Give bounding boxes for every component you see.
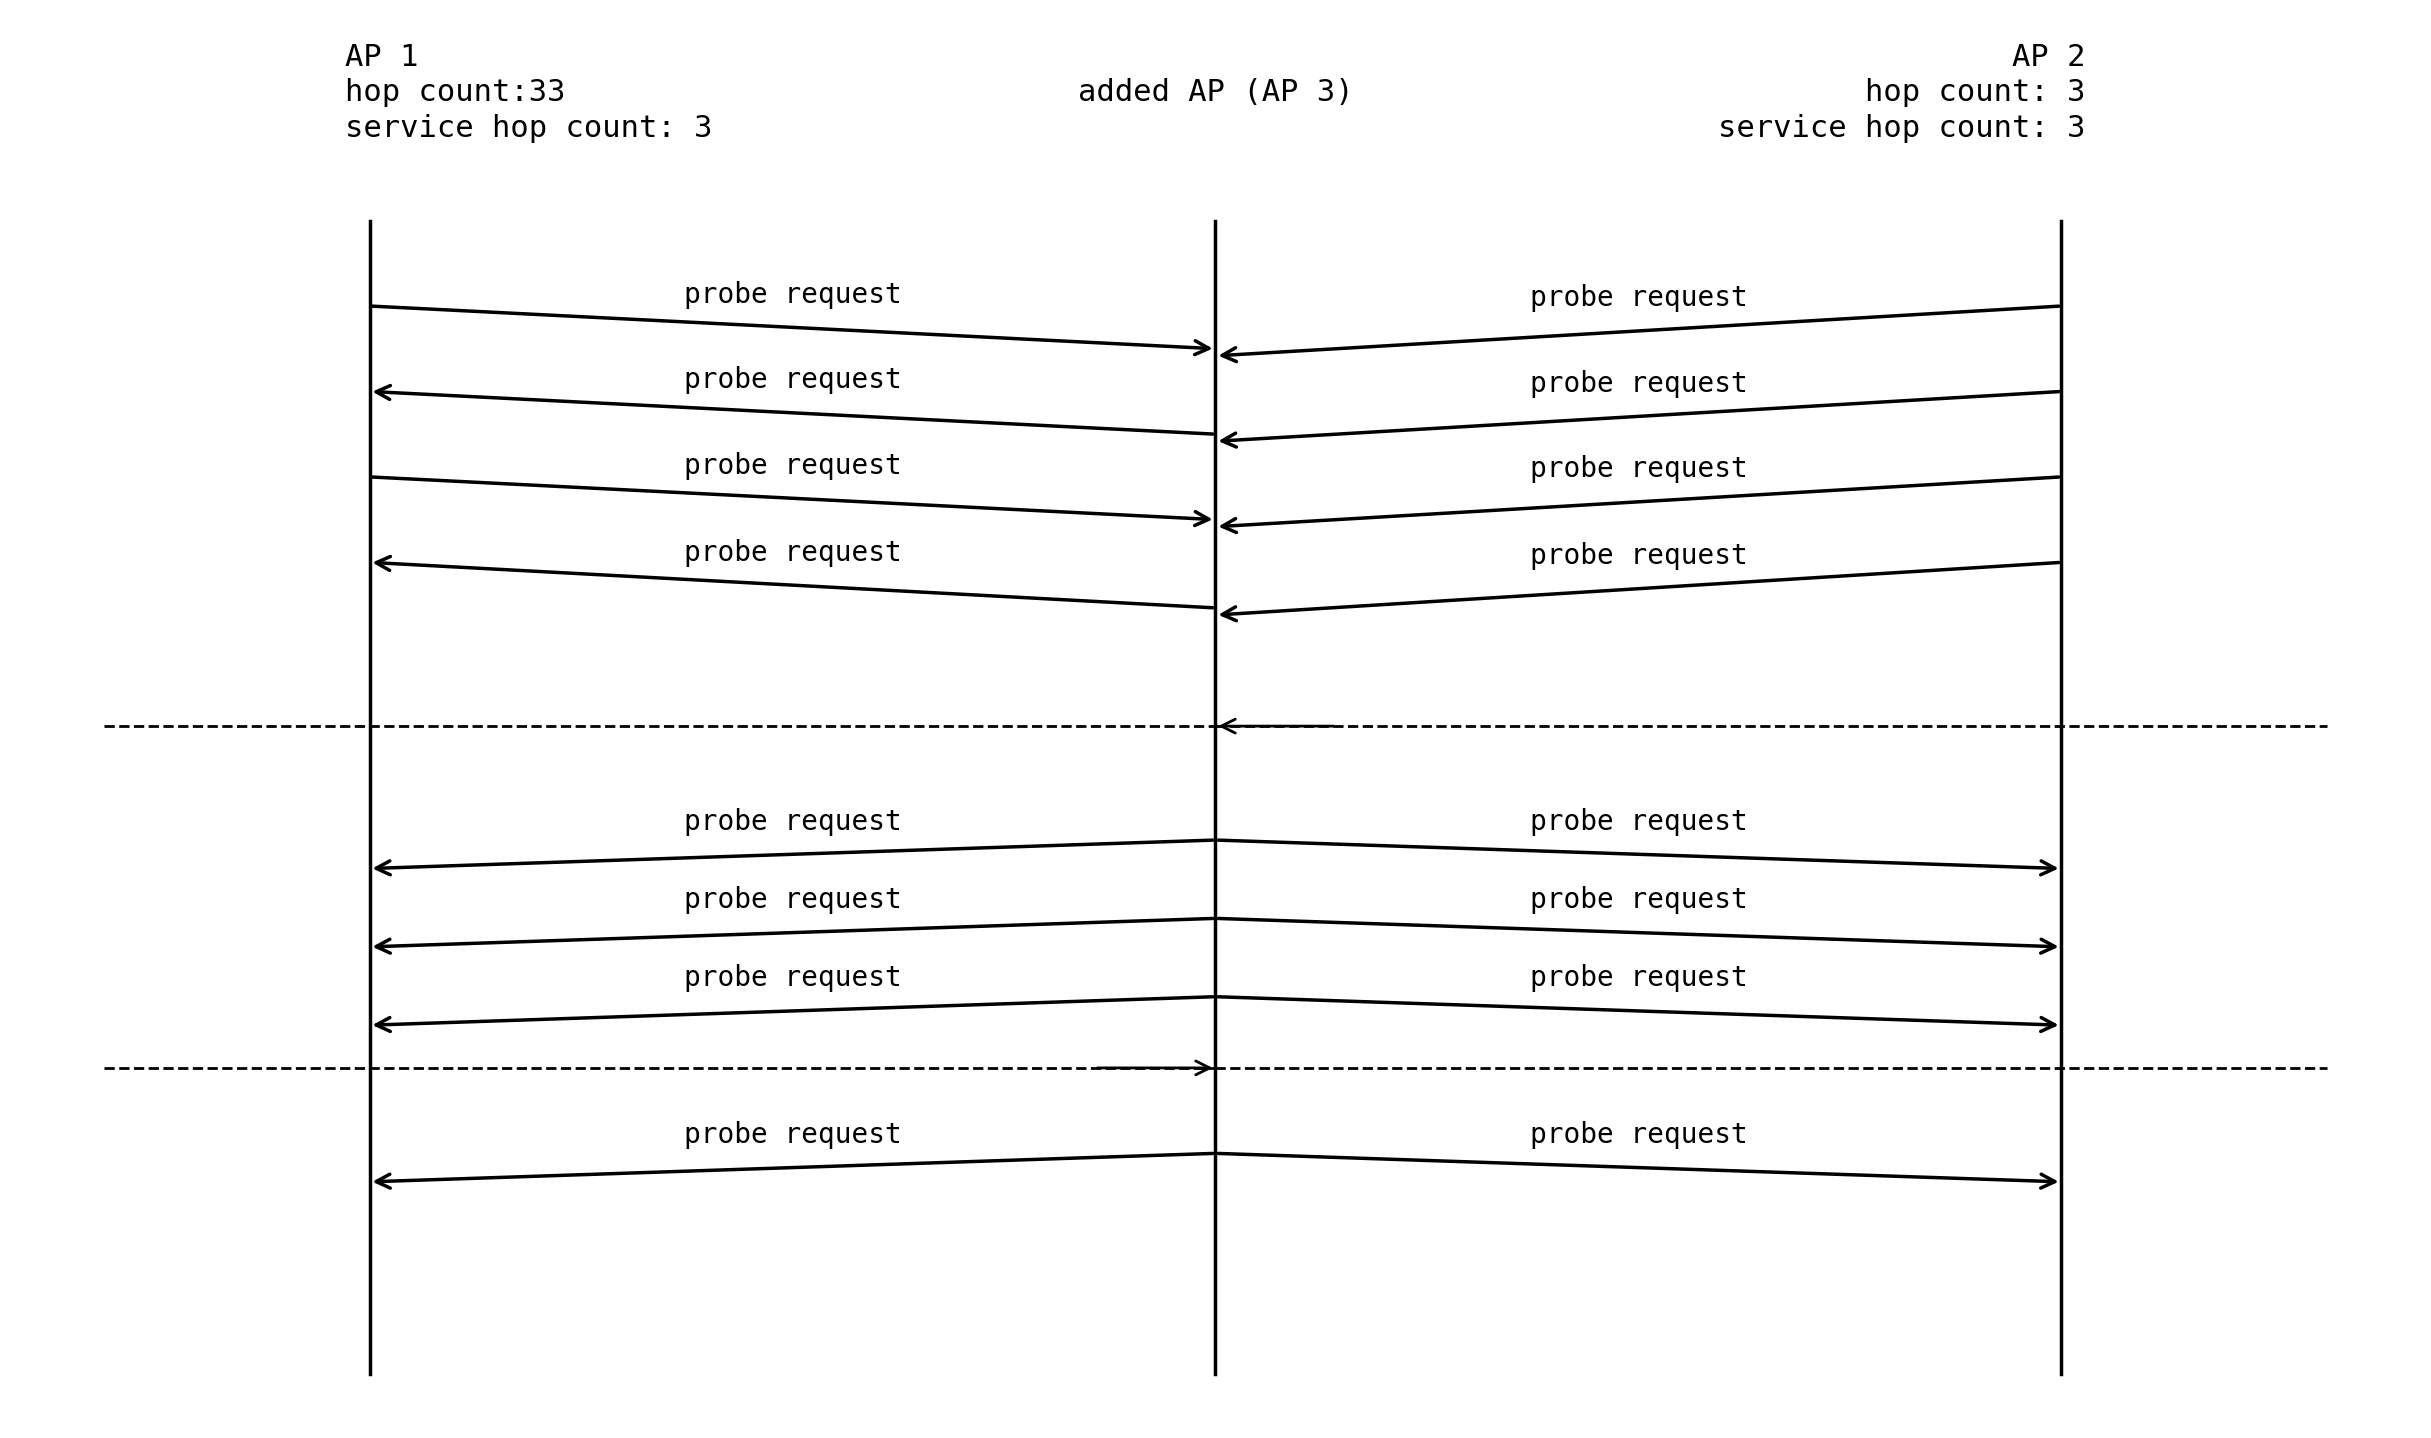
Text: probe request: probe request — [1529, 456, 1748, 483]
Text: probe request: probe request — [683, 367, 902, 394]
Text: probe request: probe request — [1529, 808, 1748, 835]
Text: hop count:33: hop count:33 — [345, 78, 566, 108]
Text: probe request: probe request — [1529, 965, 1748, 992]
Text: probe request: probe request — [1529, 542, 1748, 571]
Text: probe request: probe request — [1529, 285, 1748, 312]
Text: probe request: probe request — [1529, 370, 1748, 398]
Text: AP 1: AP 1 — [345, 43, 418, 72]
Text: probe request: probe request — [683, 1122, 902, 1149]
Text: probe request: probe request — [683, 965, 902, 992]
Text: AP 2: AP 2 — [2013, 43, 2086, 72]
Text: added AP (AP 3): added AP (AP 3) — [1077, 78, 1354, 108]
Text: probe request: probe request — [1529, 1122, 1748, 1149]
Text: probe request: probe request — [683, 280, 902, 309]
Text: probe request: probe request — [683, 539, 902, 567]
Text: probe request: probe request — [1529, 886, 1748, 915]
Text: probe request: probe request — [683, 886, 902, 915]
Text: service hop count: 3: service hop count: 3 — [345, 114, 712, 142]
Text: hop count: 3: hop count: 3 — [1865, 78, 2086, 108]
Text: probe request: probe request — [683, 808, 902, 835]
Text: probe request: probe request — [683, 452, 902, 480]
Text: service hop count: 3: service hop count: 3 — [1719, 114, 2086, 142]
